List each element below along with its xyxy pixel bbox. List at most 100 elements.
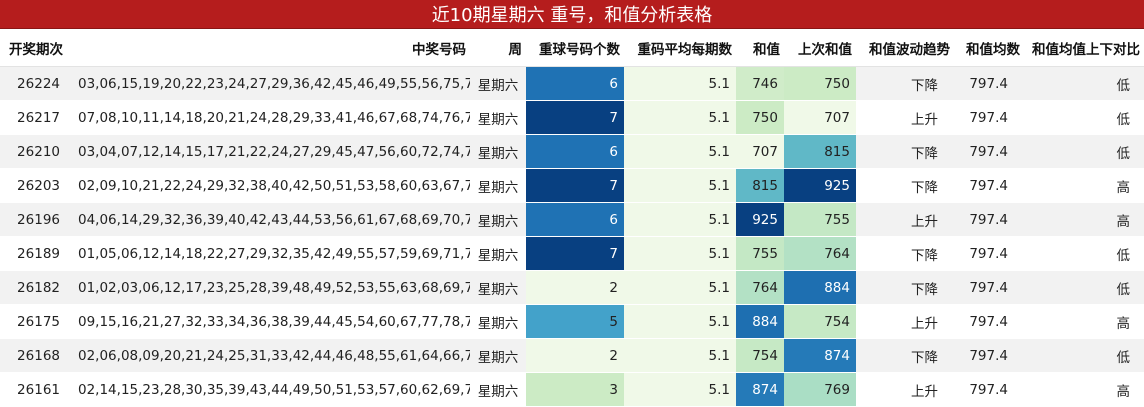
cell-numbers: 01,05,06,12,14,18,22,27,29,32,35,42,49,5…: [72, 236, 470, 271]
cell-period: 26168: [0, 338, 72, 373]
cell-period: 26189: [0, 236, 72, 271]
cell-trend: 下降: [856, 338, 954, 373]
cell-week: 星期六: [470, 372, 526, 407]
cell-prev-sum: 755: [784, 202, 856, 237]
cell-sum-avg: 797.4: [954, 372, 1024, 407]
header-row: 开奖期次 中奖号码 周 重球号码个数 重码平均每期数 和值 上次和值 和值波动趋…: [0, 29, 1144, 67]
cell-avg-repeat: 5.1: [624, 134, 736, 169]
cell-numbers: 09,15,16,21,27,32,33,34,36,38,39,44,45,5…: [72, 304, 470, 339]
cell-repeat-count: 7: [526, 236, 624, 271]
cell-period: 26203: [0, 168, 72, 203]
table-row: 26182 01,02,03,06,12,17,23,25,28,39,48,49…: [0, 270, 1144, 305]
cell-week: 星期六: [470, 338, 526, 373]
cell-compare: 低: [1024, 338, 1144, 373]
cell-prev-sum: 874: [784, 338, 856, 373]
cell-repeat-count: 6: [526, 66, 624, 101]
cell-sum: 755: [736, 236, 784, 271]
cell-week: 星期六: [470, 134, 526, 169]
cell-avg-repeat: 5.1: [624, 304, 736, 339]
table-row: 26168 02,06,08,09,20,21,24,25,31,33,42,44…: [0, 338, 1144, 373]
cell-compare: 低: [1024, 236, 1144, 271]
cell-sum: 754: [736, 338, 784, 373]
cell-repeat-count: 6: [526, 134, 624, 169]
cell-prev-sum: 707: [784, 100, 856, 135]
cell-week: 星期六: [470, 168, 526, 203]
cell-period: 26175: [0, 304, 72, 339]
cell-repeat-count: 2: [526, 338, 624, 373]
cell-period: 26217: [0, 100, 72, 135]
table-row: 26175 09,15,16,21,27,32,33,34,36,38,39,44…: [0, 304, 1144, 339]
cell-sum: 925: [736, 202, 784, 237]
cell-sum-avg: 797.4: [954, 100, 1024, 135]
cell-sum: 874: [736, 372, 784, 407]
cell-sum-avg: 797.4: [954, 270, 1024, 305]
cell-week: 星期六: [470, 202, 526, 237]
cell-sum: 707: [736, 134, 784, 169]
header-period[interactable]: 开奖期次: [0, 29, 72, 67]
cell-prev-sum: 769: [784, 372, 856, 407]
cell-prev-sum: 884: [784, 270, 856, 305]
table-row: 26210 03,04,07,12,14,15,17,21,22,24,27,29…: [0, 134, 1144, 169]
cell-period: 26224: [0, 66, 72, 101]
cell-trend: 上升: [856, 100, 954, 135]
header-repeat-count[interactable]: 重球号码个数: [526, 29, 624, 67]
cell-trend: 上升: [856, 304, 954, 339]
cell-compare: 高: [1024, 168, 1144, 203]
table-row: 26161 02,14,15,23,28,30,35,39,43,44,49,50…: [0, 372, 1144, 407]
cell-period: 26161: [0, 372, 72, 407]
cell-compare: 低: [1024, 134, 1144, 169]
cell-week: 星期六: [470, 270, 526, 305]
cell-trend: 下降: [856, 168, 954, 203]
table-title: 近10期星期六 重号，和值分析表格: [0, 0, 1144, 29]
cell-compare: 低: [1024, 270, 1144, 305]
header-trend[interactable]: 和值波动趋势: [856, 29, 954, 67]
cell-week: 星期六: [470, 66, 526, 101]
cell-repeat-count: 7: [526, 168, 624, 203]
cell-repeat-count: 6: [526, 202, 624, 237]
cell-numbers: 03,06,15,19,20,22,23,24,27,29,36,42,45,4…: [72, 66, 470, 101]
cell-compare: 低: [1024, 66, 1144, 101]
header-week[interactable]: 周: [470, 29, 526, 67]
cell-prev-sum: 925: [784, 168, 856, 203]
cell-repeat-count: 5: [526, 304, 624, 339]
header-sum-avg[interactable]: 和值均数: [954, 29, 1024, 67]
cell-sum-avg: 797.4: [954, 304, 1024, 339]
cell-numbers: 03,04,07,12,14,15,17,21,22,24,27,29,45,4…: [72, 134, 470, 169]
cell-trend: 下降: [856, 134, 954, 169]
cell-week: 星期六: [470, 236, 526, 271]
cell-sum: 884: [736, 304, 784, 339]
cell-numbers: 01,02,03,06,12,17,23,25,28,39,48,49,52,5…: [72, 270, 470, 305]
cell-avg-repeat: 5.1: [624, 202, 736, 237]
header-avg-repeat[interactable]: 重码平均每期数: [624, 29, 736, 67]
cell-avg-repeat: 5.1: [624, 100, 736, 135]
table-row: 26203 02,09,10,21,22,24,29,32,38,40,42,50…: [0, 168, 1144, 203]
cell-period: 26196: [0, 202, 72, 237]
header-compare[interactable]: 和值均值上下对比: [1024, 29, 1144, 67]
header-prev-sum[interactable]: 上次和值: [784, 29, 856, 67]
cell-trend: 下降: [856, 66, 954, 101]
cell-compare: 高: [1024, 202, 1144, 237]
cell-prev-sum: 754: [784, 304, 856, 339]
cell-sum: 764: [736, 270, 784, 305]
cell-numbers: 07,08,10,11,14,18,20,21,24,28,29,33,41,4…: [72, 100, 470, 135]
cell-avg-repeat: 5.1: [624, 270, 736, 305]
header-numbers[interactable]: 中奖号码: [72, 29, 470, 67]
table-row: 26224 03,06,15,19,20,22,23,24,27,29,36,42…: [0, 66, 1144, 101]
cell-sum-avg: 797.4: [954, 168, 1024, 203]
cell-sum-avg: 797.4: [954, 338, 1024, 373]
cell-week: 星期六: [470, 100, 526, 135]
header-sum[interactable]: 和值: [736, 29, 784, 67]
cell-sum-avg: 797.4: [954, 236, 1024, 271]
cell-prev-sum: 815: [784, 134, 856, 169]
cell-week: 星期六: [470, 304, 526, 339]
cell-sum: 746: [736, 66, 784, 101]
cell-trend: 下降: [856, 236, 954, 271]
cell-compare: 低: [1024, 100, 1144, 135]
cell-period: 26210: [0, 134, 72, 169]
cell-trend: 下降: [856, 270, 954, 305]
cell-trend: 上升: [856, 202, 954, 237]
cell-repeat-count: 2: [526, 270, 624, 305]
cell-avg-repeat: 5.1: [624, 338, 736, 373]
cell-avg-repeat: 5.1: [624, 168, 736, 203]
table-row: 26189 01,05,06,12,14,18,22,27,29,32,35,42…: [0, 236, 1144, 271]
